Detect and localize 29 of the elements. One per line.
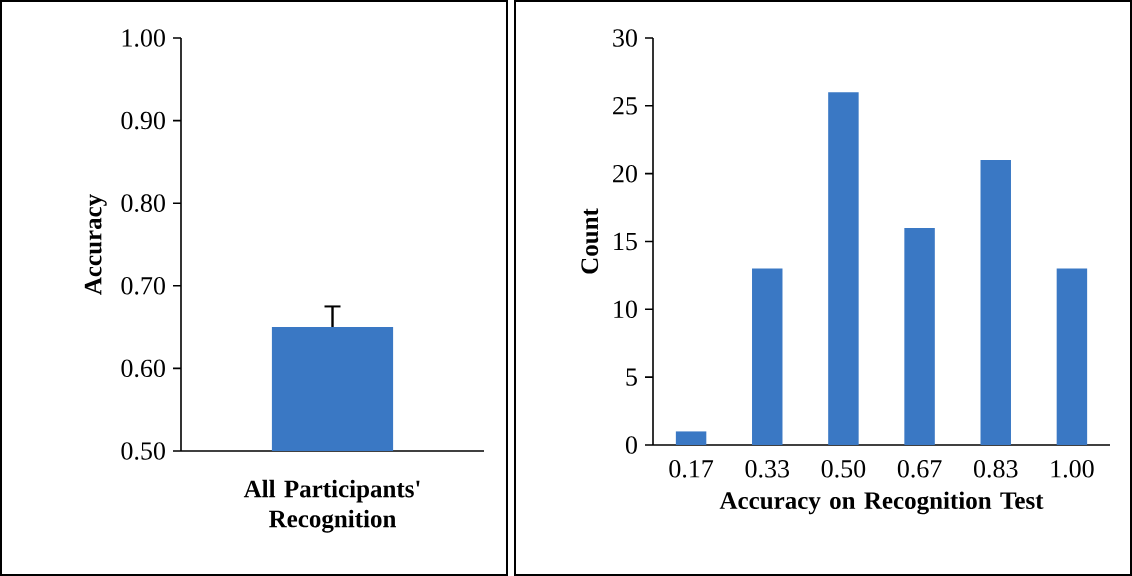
y-tick-label: 25 xyxy=(613,97,637,115)
y-tick-label: 30 xyxy=(613,29,637,47)
y-tick-label: 0 xyxy=(625,436,637,454)
bar xyxy=(828,92,859,445)
x-tick-label: 0.67 xyxy=(897,460,942,478)
y-tick-label: 0.90 xyxy=(121,111,165,130)
bar xyxy=(1056,268,1088,445)
y-tick-label: 10 xyxy=(614,300,637,319)
bar xyxy=(904,227,935,445)
y-axis-title: Count xyxy=(581,208,599,274)
y-tick-label: 0.50 xyxy=(121,442,165,460)
y-tick-label: 20 xyxy=(613,164,637,183)
y-tick-label: 5 xyxy=(626,368,637,386)
x-tick-label: 0.50 xyxy=(821,460,866,478)
y-tick-label: 0.60 xyxy=(121,359,165,378)
x-axis-title: All Participants' Recognition xyxy=(243,479,420,533)
x-tick-label: 0.17 xyxy=(669,460,714,478)
x-axis-title: Accuracy on Recognition Test xyxy=(719,491,1044,515)
y-tick-label: 15 xyxy=(614,232,637,251)
bar xyxy=(980,160,1011,445)
y-tick-label: 1.00 xyxy=(122,29,165,47)
x-tick-label: 0.33 xyxy=(745,460,789,478)
y-tick-label: 0.80 xyxy=(121,194,165,213)
bar xyxy=(752,268,783,445)
x-tick-label: 0.83 xyxy=(974,460,1018,478)
y-tick-label: 0.70 xyxy=(121,276,165,295)
y-axis-title: Accuracy xyxy=(84,194,107,295)
x-tick-label: 1.00 xyxy=(1051,460,1094,478)
bar xyxy=(675,431,707,445)
